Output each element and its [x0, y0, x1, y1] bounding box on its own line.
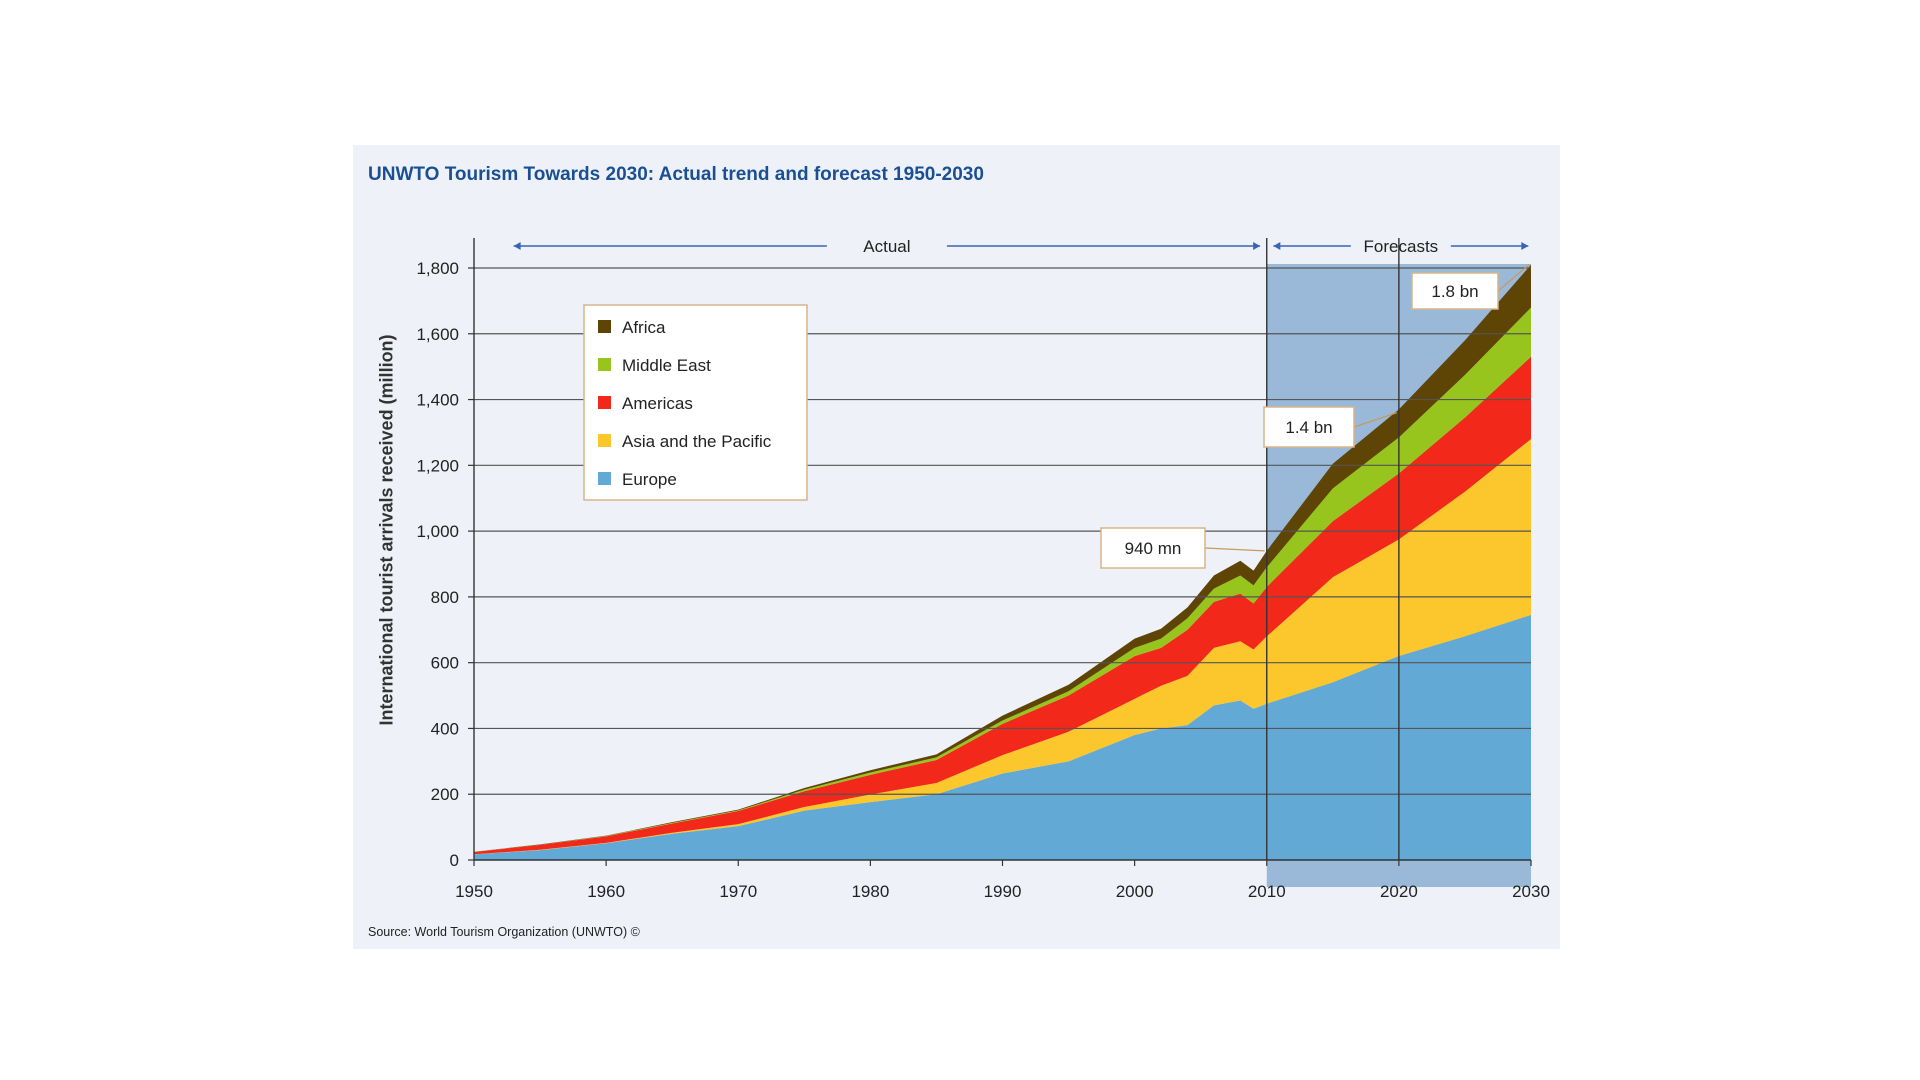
legend-label-middle-east: Middle East	[622, 356, 711, 375]
chart-svg: 0 200 400 600 800 1,000 1,200 1,400 1,600 1,800 19…	[416, 237, 1550, 901]
callout-box-940-mn	[1100, 527, 1206, 569]
legend-swatch-europe	[598, 472, 611, 485]
y-tick-label: 0	[450, 851, 459, 870]
y-tick-label: 1,000	[416, 522, 459, 541]
x-tick-label: 2020	[1380, 882, 1418, 901]
y-tick-label: 200	[431, 785, 459, 804]
callout-box-1-8-bn	[1411, 272, 1499, 310]
callout-leader-1-8-bn	[1497, 264, 1530, 292]
x-tick-label: 2000	[1116, 882, 1154, 901]
actual-arrowhead-right	[1253, 242, 1261, 250]
legend-label-asia-and-the-pacific: Asia and the Pacific	[622, 432, 772, 451]
legend-swatch-americas	[598, 396, 611, 409]
x-tick-label: 2010	[1248, 882, 1286, 901]
chart-panel: UNWTO Tourism Towards 2030: Actual trend…	[353, 145, 1560, 949]
y-tick-label: 400	[431, 719, 459, 738]
legend-label-africa: Africa	[622, 318, 666, 337]
legend-swatch-middle-east	[598, 358, 611, 371]
actual-arrowhead-left	[513, 242, 521, 250]
x-tick-label: 2030	[1512, 882, 1550, 901]
legend-box	[583, 304, 808, 501]
x-tick-label: 1970	[719, 882, 757, 901]
callout-label-1-4-bn: 1.4 bn	[1285, 418, 1332, 437]
forecast-label: Forecasts	[1364, 237, 1439, 256]
area-asia-and-the-pacific	[474, 439, 1531, 855]
actual-label: Actual	[863, 237, 910, 256]
callout-label-1-8-bn: 1.8 bn	[1431, 282, 1478, 301]
y-tick-label: 800	[431, 588, 459, 607]
x-tick-label: 1990	[984, 882, 1022, 901]
callout-leader-1-4-bn	[1353, 412, 1398, 428]
legend-label-europe: Europe	[622, 470, 677, 489]
x-tick-label: 1950	[455, 882, 493, 901]
source-note: Source: World Tourism Organization (UNWT…	[368, 925, 640, 939]
x-tick-label: 1960	[587, 882, 625, 901]
legend-label-americas: Americas	[622, 394, 693, 413]
forecast-arrowhead-right	[1521, 242, 1529, 250]
y-tick-label: 1,400	[416, 391, 459, 410]
x-tick-label: 1980	[851, 882, 889, 901]
legend-swatch-africa	[598, 320, 611, 333]
area-americas	[474, 356, 1531, 855]
y-tick-label: 600	[431, 654, 459, 673]
chart-title: UNWTO Tourism Towards 2030: Actual trend…	[368, 164, 984, 185]
y-tick-label: 1,200	[416, 456, 459, 475]
y-tick-label: 1,600	[416, 325, 459, 344]
callout-label-940-mn: 940 mn	[1125, 539, 1182, 558]
callout-box-1-4-bn	[1263, 406, 1355, 448]
forecast-arrowhead-left	[1273, 242, 1281, 250]
legend-swatch-asia-and-the-pacific	[598, 434, 611, 447]
y-tick-label: 1,800	[416, 259, 459, 278]
callout-leader-940-mn	[1204, 547, 1265, 552]
